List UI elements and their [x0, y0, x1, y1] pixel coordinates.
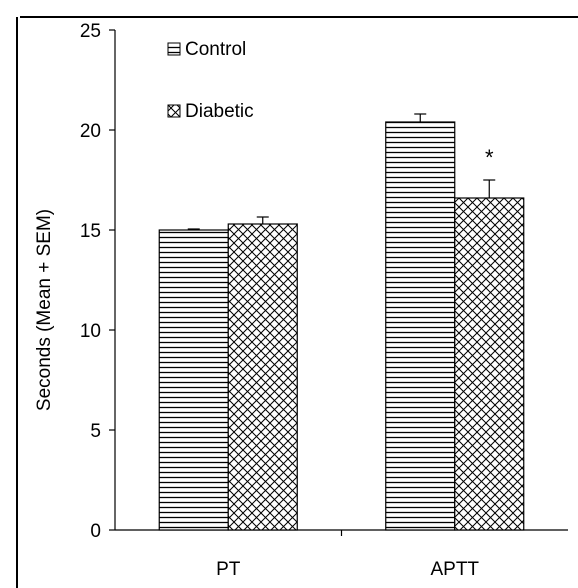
bar-control-aptt — [385, 121, 456, 531]
y-tick-label: 5 — [90, 421, 101, 442]
bar-diabetic-aptt — [454, 197, 525, 531]
legend-label-control: Control — [185, 39, 246, 60]
legend-swatch-diabetic — [167, 104, 181, 118]
x-category-label: APTT — [430, 559, 479, 580]
legend: Control Diabetic — [167, 39, 254, 122]
significance-asterisk: * — [485, 145, 494, 170]
bar-control-pt — [158, 229, 229, 531]
y-axis-label: Seconds (Mean + SEM) — [34, 209, 55, 411]
y-tick-label: 0 — [90, 521, 101, 542]
y-tick-label: 25 — [80, 21, 101, 42]
x-category-label: PT — [216, 559, 241, 580]
legend-label-diabetic: Diabetic — [185, 101, 254, 122]
y-tick-label: 10 — [80, 321, 101, 342]
plot-area: 0 5 10 15 20 25 Seconds (Mean + SEM) PT APTT * — [34, 21, 568, 580]
bar-diabetic-pt — [227, 223, 298, 531]
legend-swatch-control — [167, 42, 181, 56]
y-tick-label: 15 — [80, 221, 101, 242]
y-tick-label: 20 — [80, 121, 101, 142]
